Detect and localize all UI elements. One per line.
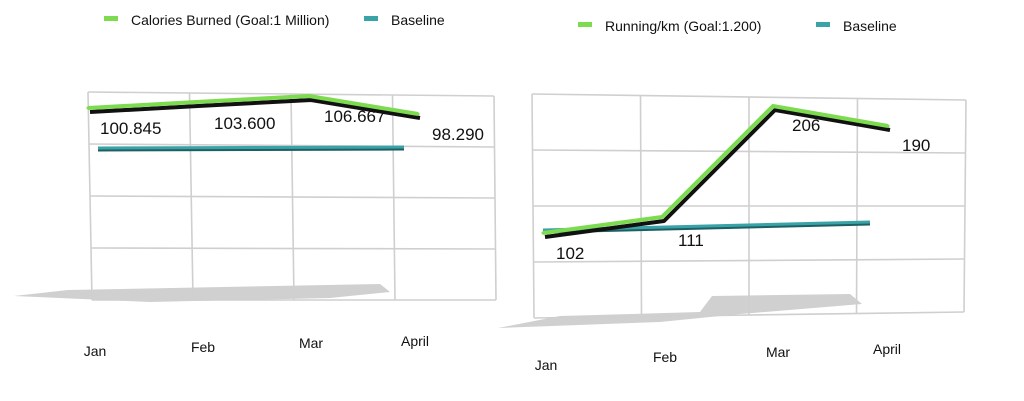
grid-line-horizontal	[90, 247, 496, 250]
x-tick-label: Jan	[535, 357, 558, 373]
data-label: 100.845	[100, 119, 161, 138]
data-point	[541, 231, 545, 235]
x-tick-label: Feb	[191, 339, 215, 355]
grid-line-horizontal	[533, 258, 965, 263]
data-point	[660, 215, 664, 219]
chart-shadow	[14, 284, 390, 302]
chart-1: Calories Burned (Goal:1 Million) Baseline…	[14, 12, 497, 359]
grid-line-horizontal	[87, 91, 495, 97]
legend-entry: Running/km (Goal:1.200)	[605, 18, 761, 34]
data-label: 98.290	[432, 125, 484, 144]
x-tick-label: Jan	[84, 343, 107, 359]
x-tick-label: April	[873, 341, 901, 357]
grid-line-horizontal	[532, 149, 966, 154]
series-line-main	[87, 94, 419, 116]
data-point	[886, 124, 890, 128]
data-label: 103.600	[214, 114, 275, 133]
grid-line-horizontal	[88, 143, 495, 148]
data-label: 102	[556, 244, 584, 263]
data-point	[307, 94, 311, 98]
legend-entry: Calories Burned (Goal:1 Million)	[131, 12, 329, 28]
legend-swatch	[364, 16, 378, 21]
x-tick-label: Mar	[299, 335, 323, 351]
grid-line-horizontal	[531, 93, 967, 101]
data-label: 190	[902, 136, 930, 155]
grid-line-horizontal	[533, 311, 965, 319]
data-point	[194, 100, 198, 104]
legend-swatch	[816, 22, 830, 27]
series-line-main-shadow	[544, 108, 891, 239]
x-tick-label: Mar	[766, 344, 790, 360]
legend-entry: Baseline	[843, 18, 897, 34]
data-point	[771, 104, 775, 108]
data-point	[86, 106, 90, 110]
data-label: 206	[792, 116, 820, 135]
data-label: 106.667	[324, 107, 385, 126]
legend-swatch	[578, 22, 592, 27]
series-line-main-shadow	[89, 98, 421, 120]
legend-swatch	[104, 16, 118, 21]
x-tick-label: Feb	[653, 349, 677, 365]
chart-shadow	[498, 294, 862, 328]
data-point	[416, 112, 420, 116]
series-line-baseline	[97, 145, 405, 150]
chart-2: Running/km (Goal:1.200) Baseline 102 111 206…	[498, 18, 967, 373]
legend-entry: Baseline	[391, 12, 445, 28]
series-line-main	[542, 104, 889, 235]
data-label: 111	[678, 231, 704, 250]
grid-line-horizontal	[89, 195, 496, 199]
x-tick-label: April	[401, 333, 429, 349]
series-line-baseline-shadow	[97, 147, 405, 152]
